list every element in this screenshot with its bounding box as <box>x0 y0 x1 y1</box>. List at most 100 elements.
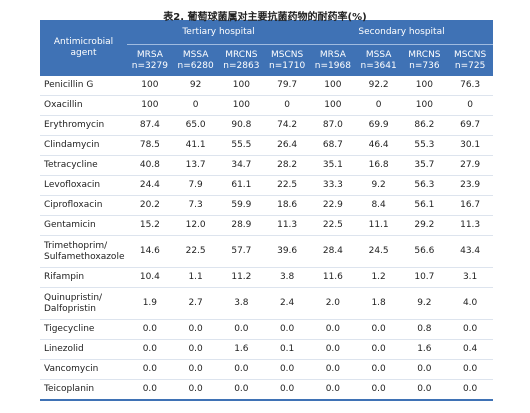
agent-name: Dalfopristin <box>44 303 96 314</box>
table-title: 表2. 葡萄球菌属对主要抗菌药物的耐药率(%) <box>163 12 367 23</box>
value-cell: 28.9 <box>218 215 265 236</box>
value-cell: 35.7 <box>401 155 448 176</box>
value-cell: 100 <box>401 76 448 96</box>
value-cell: 76.3 <box>447 76 493 96</box>
column-n: n=3279 <box>131 60 168 71</box>
value-cell: 100 <box>127 76 173 96</box>
value-cell: 69.7 <box>447 115 493 136</box>
value-cell: 20.2 <box>127 195 173 216</box>
value-cell: 0 <box>264 95 310 116</box>
value-cell: 33.3 <box>310 175 356 196</box>
value-cell: 0.0 <box>447 319 493 340</box>
value-cell: 15.2 <box>127 215 173 236</box>
value-cell: 46.4 <box>355 135 402 156</box>
column-header: MRSA n=1968 <box>310 44 356 76</box>
value-cell: 10.4 <box>127 267 173 288</box>
agent-cell: Vancomycin <box>40 359 127 380</box>
value-cell: 0.0 <box>447 359 493 380</box>
agent-cell: Oxacillin <box>40 95 127 116</box>
column-name: MSSA <box>365 49 392 60</box>
value-cell: 0.0 <box>218 359 265 380</box>
value-cell: 16.8 <box>355 155 402 176</box>
value-cell: 0 <box>355 95 402 116</box>
table-row: Quinupristin/Dalfopristin 1.9 2.7 3.8 2.4 2.0… <box>40 287 493 320</box>
agent-cell: Erythromycin <box>40 115 127 136</box>
column-header: MSCNS n=725 <box>447 44 493 76</box>
agent-name: Teicoplanin <box>44 384 95 394</box>
value-cell: 61.1 <box>218 175 265 196</box>
agent-cell: Rifampin <box>40 267 127 288</box>
agent-cell: Tigecycline <box>40 319 127 340</box>
value-cell: 7.9 <box>172 175 219 196</box>
value-cell: 69.9 <box>355 115 402 136</box>
agent-name: Erythromycin <box>44 120 105 130</box>
value-cell: 1.6 <box>218 339 265 360</box>
value-cell: 74.2 <box>264 115 310 136</box>
value-cell: 29.2 <box>401 215 448 236</box>
value-cell: 87.4 <box>127 115 173 136</box>
table-row: Rifampin 10.4 1.1 11.2 3.8 11.6 1.2 10.7 3.1 <box>40 267 493 288</box>
value-cell: 100 <box>401 95 448 116</box>
value-cell: 0.0 <box>447 379 493 401</box>
table-row: Penicillin G 100 92 100 79.7 100 92.2 100 76.3 <box>40 76 493 96</box>
value-cell: 56.6 <box>401 235 448 268</box>
column-n: n=725 <box>454 60 486 71</box>
agent-name: Penicillin G <box>44 80 94 90</box>
column-name: MSSA <box>182 49 209 60</box>
value-cell: 86.2 <box>401 115 448 136</box>
value-cell: 1.6 <box>401 339 448 360</box>
agent-name: Rifampin <box>44 272 85 282</box>
value-cell: 0.0 <box>401 379 448 401</box>
value-cell: 56.3 <box>401 175 448 196</box>
value-cell: 0.0 <box>264 359 310 380</box>
value-cell: 0.0 <box>264 379 310 401</box>
value-cell: 0.0 <box>355 339 402 360</box>
value-cell: 68.7 <box>310 135 356 156</box>
agent-cell: Gentamicin <box>40 215 127 236</box>
value-cell: 18.6 <box>264 195 310 216</box>
value-cell: 0.0 <box>218 319 265 340</box>
agent-cell: Linezolid <box>40 339 127 360</box>
value-cell: 11.3 <box>264 215 310 236</box>
value-cell: 3.8 <box>264 267 310 288</box>
value-cell: 0 <box>172 95 219 116</box>
value-cell: 22.5 <box>310 215 356 236</box>
value-cell: 10.7 <box>401 267 448 288</box>
table-row: Linezolid 0.0 0.0 1.6 0.1 0.0 0.0 1.6 0.4 <box>40 339 493 360</box>
value-cell: 87.0 <box>310 115 356 136</box>
agent-name: Vancomycin <box>44 364 99 374</box>
value-cell: 2.0 <box>310 287 356 320</box>
column-name: MRCNS <box>225 49 258 60</box>
value-cell: 56.1 <box>401 195 448 216</box>
value-cell: 0.0 <box>310 319 356 340</box>
column-header: MSSA n=6280 <box>172 44 219 76</box>
table-row: Oxacillin 100 0 100 0 100 0 100 0 <box>40 95 493 116</box>
value-cell: 9.2 <box>401 287 448 320</box>
value-cell: 12.0 <box>172 215 219 236</box>
agent-header: Antimicrobial agent <box>40 20 127 76</box>
agent-cell: Penicillin G <box>40 76 127 96</box>
agent-cell: Levofloxacin <box>40 175 127 196</box>
table-row: Erythromycin 87.4 65.0 90.8 74.2 87.0 69.9 86.2… <box>40 115 493 136</box>
agent-name: Tigecycline <box>44 324 95 334</box>
value-cell: 0.0 <box>355 359 402 380</box>
value-cell: 11.3 <box>447 215 493 236</box>
table-row: Trimethoprim/Sulfamethoxazole 14.6 22.5 57.… <box>40 235 493 268</box>
value-cell: 57.7 <box>218 235 265 268</box>
value-cell: 0.0 <box>172 359 219 380</box>
table-row: Vancomycin 0.0 0.0 0.0 0.0 0.0 0.0 0.0 0.0 <box>40 359 493 380</box>
header-line: Antimicrobial <box>53 37 114 47</box>
table-row: Levofloxacin 24.4 7.9 61.1 22.5 33.3 9.2 56.3 23… <box>40 175 493 196</box>
agent-cell: Tetracycline <box>40 155 127 176</box>
value-cell: 78.5 <box>127 135 173 156</box>
value-cell: 11.1 <box>355 215 402 236</box>
value-cell: 0.0 <box>310 359 356 380</box>
value-cell: 79.7 <box>264 76 310 96</box>
value-cell: 30.1 <box>447 135 493 156</box>
value-cell: 55.5 <box>218 135 265 156</box>
value-cell: 100 <box>310 76 356 96</box>
value-cell: 28.4 <box>310 235 356 268</box>
value-cell: 28.2 <box>264 155 310 176</box>
column-header: MSSA n=3641 <box>355 44 402 76</box>
value-cell: 23.9 <box>447 175 493 196</box>
